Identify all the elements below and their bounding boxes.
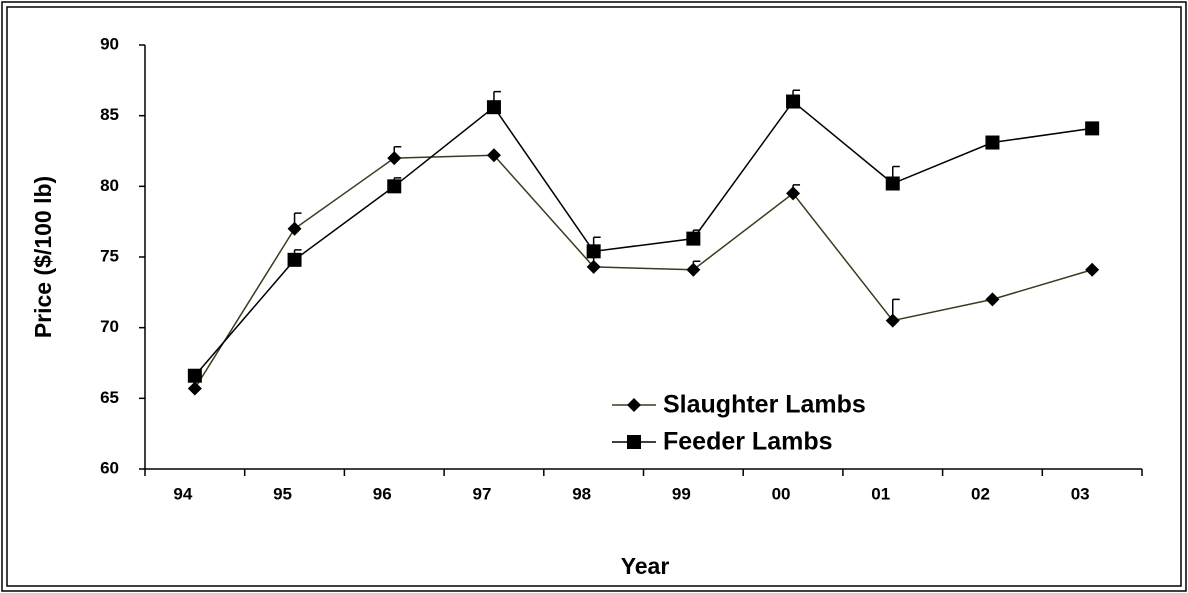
inner-frame [6,6,1182,587]
data-point [287,252,302,267]
x-tick-label: 03 [1071,484,1090,503]
y-tick-label: 60 [100,458,119,477]
data-point [686,262,701,277]
data-point [786,186,801,201]
data-point [187,381,202,396]
x-tick-label: 95 [273,484,292,503]
legend-label: Feeder Lambs [663,428,833,456]
data-point [1085,262,1100,277]
legend-label: Slaughter Lambs [663,391,866,419]
x-tick-label: 96 [373,484,392,503]
data-point [187,368,202,383]
y-tick-label: 65 [100,388,119,407]
legend-marker [627,435,641,449]
series-line [194,100,1093,377]
x-tick-label: 02 [971,484,990,503]
x-tick-label: 01 [871,484,890,503]
data-point [885,313,900,328]
data-point [985,292,1000,307]
legend-marker [627,398,641,412]
data-point [486,100,501,115]
x-tick-label: 99 [672,484,691,503]
y-tick-label: 85 [100,105,119,124]
y-tick-label: 75 [100,246,119,265]
x-tick-label: 98 [572,484,591,503]
y-tick-label: 90 [100,34,119,53]
data-point [586,259,601,274]
x-tick-label: 97 [472,484,491,503]
y-tick-label: 70 [100,317,119,336]
y-tick-label: 80 [100,176,119,195]
y-axis-title: Price ($/100 lb) [30,176,56,338]
data-point [387,179,402,194]
data-point [686,231,701,246]
data-point [885,176,900,191]
data-point [287,221,302,236]
data-point [586,244,601,259]
x-axis-title: Year [621,553,670,579]
data-point [486,148,501,163]
x-tick-label: 00 [772,484,791,503]
data-point [985,135,1000,150]
data-point [1085,121,1100,136]
x-tick-label: 94 [173,484,192,503]
data-point [387,151,402,166]
data-point [786,94,801,109]
series-line [194,154,1093,389]
